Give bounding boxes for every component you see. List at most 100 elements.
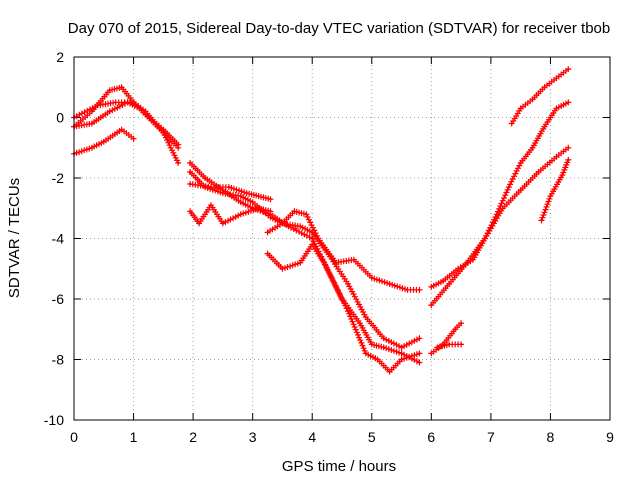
data-point <box>221 222 225 225</box>
data-point <box>400 358 403 361</box>
data-point <box>519 161 522 165</box>
data-point <box>266 252 269 255</box>
data-point <box>448 343 451 346</box>
series-track-3 <box>71 99 182 151</box>
data-point <box>188 170 192 174</box>
data-point <box>448 282 451 286</box>
data-point <box>483 237 487 240</box>
series-track-1 <box>71 84 182 166</box>
data-point <box>156 125 159 128</box>
data-point <box>239 201 242 204</box>
series-track-11 <box>428 144 572 290</box>
data-point <box>388 282 391 286</box>
data-point <box>549 194 552 198</box>
series-markers <box>71 84 182 166</box>
data-point <box>305 213 308 216</box>
data-point <box>406 288 409 292</box>
x-tick-label: 5 <box>368 429 376 445</box>
series-markers <box>71 99 182 151</box>
data-point <box>209 185 213 189</box>
data-point <box>418 288 421 292</box>
x-tick-label: 7 <box>487 429 495 445</box>
x-tick-labels: 0 1 2 3 4 5 6 7 8 9 <box>70 429 614 445</box>
data-point <box>108 89 111 92</box>
data-point <box>430 303 433 307</box>
y-tick-label: 0 <box>56 110 64 126</box>
series-markers <box>187 169 423 351</box>
series-track-12 <box>428 99 572 309</box>
data-point <box>188 210 192 213</box>
data-point <box>281 267 284 270</box>
series-track-10 <box>264 208 423 293</box>
x-tick-label: 3 <box>249 429 257 445</box>
data-point <box>120 86 123 89</box>
series-track-7 <box>187 181 274 203</box>
data-point <box>114 101 117 104</box>
series-track-4 <box>71 126 137 157</box>
data-point <box>227 185 231 189</box>
data-point <box>376 358 379 361</box>
data-point <box>519 188 522 192</box>
y-tick-label: -4 <box>52 231 65 247</box>
data-point <box>251 201 254 204</box>
data-point <box>555 155 558 159</box>
chart-title: Day 070 of 2015, Sidereal Day-to-day VTE… <box>68 20 610 37</box>
x-tick-label: 9 <box>606 429 614 445</box>
data-point <box>108 110 111 113</box>
data-point <box>311 243 314 246</box>
data-point <box>436 346 439 349</box>
data-point <box>334 261 338 264</box>
data-point <box>188 182 192 186</box>
plot-frame <box>73 56 611 421</box>
series-track-9 <box>264 241 423 375</box>
x-tick-label: 4 <box>308 429 316 445</box>
data-point <box>299 225 302 228</box>
y-axis-label: SDTVAR / TECUs <box>6 178 23 298</box>
series-markers <box>264 208 423 293</box>
data-point <box>322 261 326 264</box>
data-point <box>203 176 207 180</box>
data-point <box>531 146 534 149</box>
data-point <box>567 158 570 162</box>
grid-lines <box>74 57 610 420</box>
y-tick-label: -2 <box>52 170 65 186</box>
data-point <box>221 191 225 195</box>
data-point <box>346 282 350 286</box>
data-point <box>543 125 546 128</box>
x-axis-label: GPS time / hours <box>282 458 396 475</box>
data-point <box>346 309 350 313</box>
y-tick-label: 2 <box>56 49 64 65</box>
data-point <box>561 173 564 177</box>
data-point <box>358 322 362 325</box>
series-track-8 <box>187 202 274 227</box>
data-point <box>507 185 510 189</box>
data-point <box>96 104 100 107</box>
data-point <box>495 213 499 216</box>
data-point <box>102 140 105 143</box>
data-point <box>334 285 338 289</box>
data-point <box>567 67 570 71</box>
data-point <box>138 107 141 110</box>
data-point <box>459 343 463 346</box>
series-track-15 <box>508 66 572 127</box>
data-point <box>370 276 373 280</box>
x-tick-label: 2 <box>189 429 197 445</box>
data-point <box>245 191 248 195</box>
data-point <box>543 86 546 89</box>
data-point <box>400 352 403 355</box>
data-point <box>316 237 320 240</box>
data-point <box>126 101 129 104</box>
data-point <box>442 279 445 283</box>
data-series <box>71 66 572 375</box>
data-point <box>239 213 242 216</box>
y-tick-labels: -10 -8 -6 -4 -2 0 2 <box>44 49 64 428</box>
data-point <box>281 222 284 225</box>
data-point <box>430 285 433 289</box>
data-point <box>299 261 302 264</box>
data-point <box>567 146 570 149</box>
data-point <box>239 194 242 198</box>
data-point <box>90 122 94 125</box>
data-point <box>418 337 421 340</box>
data-point <box>531 98 534 101</box>
